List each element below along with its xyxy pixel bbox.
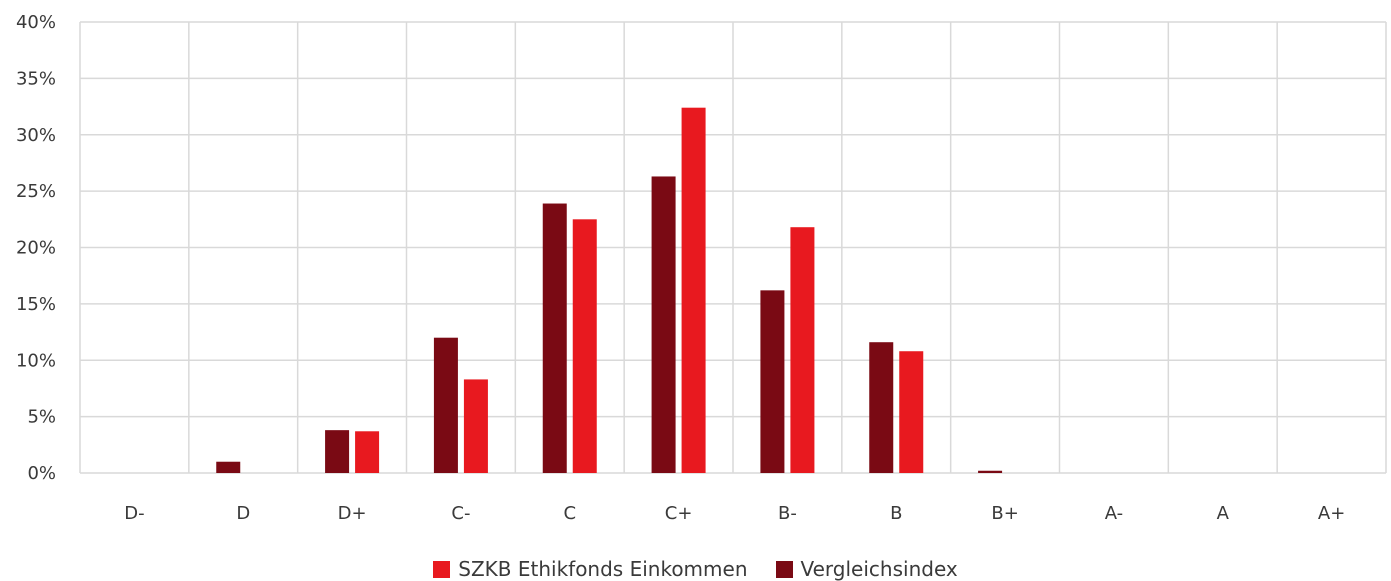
- legend-item-szkb: SZKB Ethikfonds Einkommen: [433, 557, 748, 581]
- x-tick-label: C+: [665, 503, 693, 524]
- bar: [216, 461, 241, 473]
- x-tick-label: A-: [1105, 503, 1123, 524]
- x-tick-label: C: [563, 503, 576, 524]
- legend: SZKB Ethikfonds Einkommen Vergleichsinde…: [0, 557, 1391, 581]
- x-tick-label: A+: [1318, 503, 1345, 524]
- bar-chart: 0% 5% 10% 15% 20% 25% 30% 35% 40% D- D D+ C- C C+ B- B B+…: [16, 12, 1387, 524]
- y-tick-label: 25%: [16, 181, 56, 202]
- bar: [572, 219, 597, 473]
- bar: [463, 379, 488, 473]
- y-tick-label: 10%: [16, 350, 56, 371]
- bar: [760, 290, 785, 473]
- legend-swatch-vergleichsindex: [775, 560, 793, 578]
- legend-label-szkb: SZKB Ethikfonds Einkommen: [458, 557, 748, 581]
- x-tick-label: D+: [338, 503, 367, 524]
- x-tick-label: D-: [124, 503, 144, 524]
- bar: [325, 430, 350, 473]
- bar: [433, 337, 458, 473]
- bar: [542, 203, 567, 473]
- bar: [899, 351, 924, 473]
- legend-swatch-szkb: [433, 560, 451, 578]
- bar: [355, 431, 380, 473]
- x-tick-label: D: [236, 503, 250, 524]
- x-tick-label: B+: [991, 503, 1018, 524]
- legend-label-vergleichsindex: Vergleichsindex: [800, 557, 958, 581]
- y-tick-label: 5%: [27, 407, 56, 428]
- y-tick-label: 15%: [16, 294, 56, 315]
- x-tick-label: B: [890, 503, 902, 524]
- bar: [869, 342, 894, 473]
- bar: [651, 176, 676, 473]
- bar: [790, 227, 815, 473]
- x-tick-label: A: [1217, 503, 1230, 524]
- legend-item-vergleichsindex: Vergleichsindex: [775, 557, 958, 581]
- y-tick-label: 20%: [16, 238, 56, 259]
- y-tick-label: 40%: [16, 12, 56, 33]
- bar: [681, 107, 706, 473]
- bar: [978, 470, 1003, 473]
- y-tick-label: 0%: [27, 463, 56, 484]
- y-tick-label: 35%: [16, 68, 56, 89]
- y-tick-label: 30%: [16, 125, 56, 146]
- x-tick-label: B-: [778, 503, 797, 524]
- x-tick-label: C-: [451, 503, 470, 524]
